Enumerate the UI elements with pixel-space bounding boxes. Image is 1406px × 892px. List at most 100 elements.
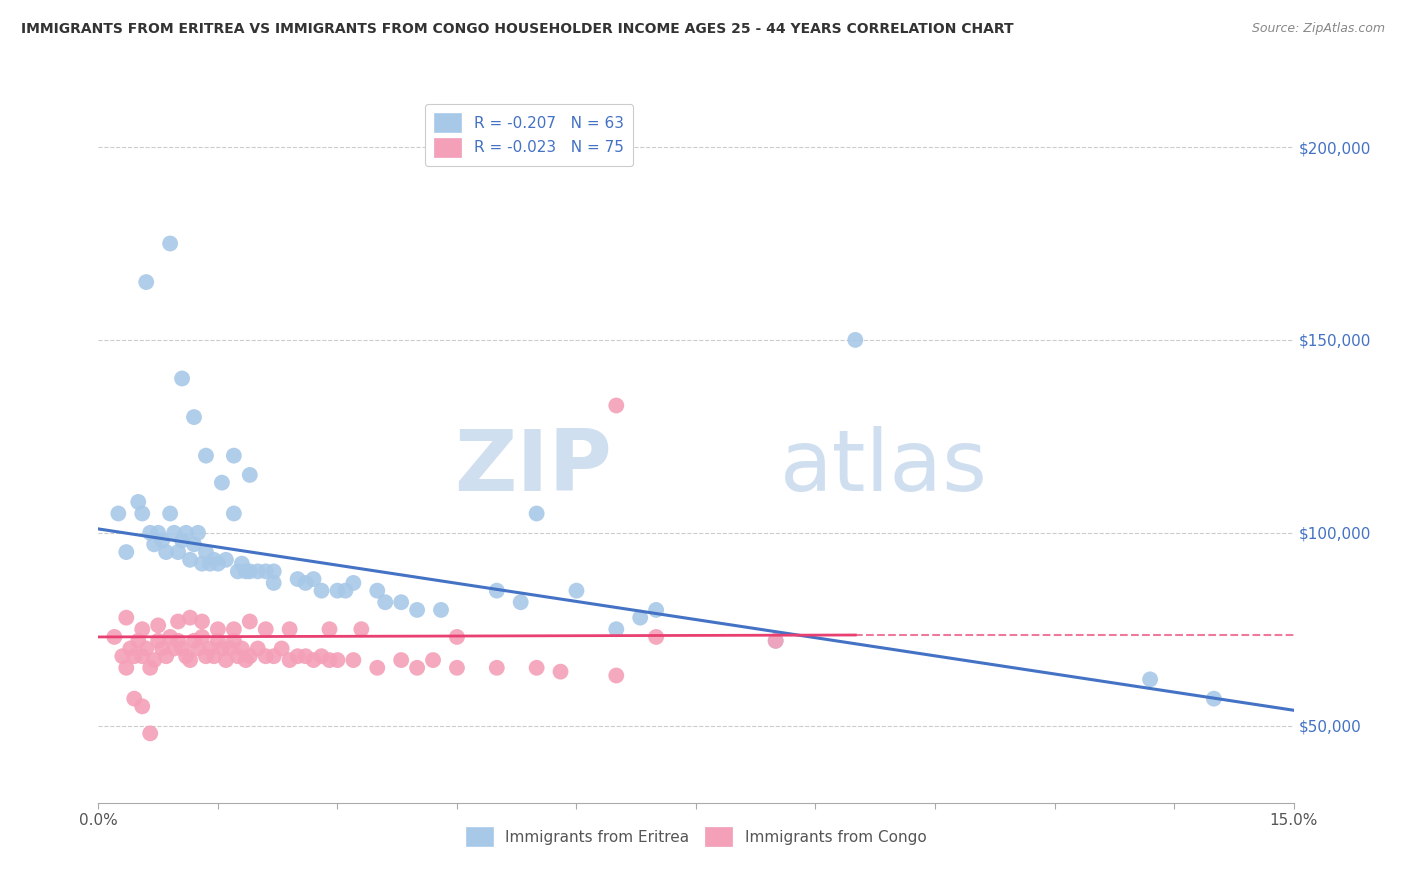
Point: [246, 641, 269, 656]
Point: [179, 653, 201, 667]
Point: [207, 633, 229, 648]
Point: [111, 649, 134, 664]
Point: [246, 565, 269, 579]
Point: [446, 661, 468, 675]
Point: [155, 545, 177, 559]
Point: [406, 603, 429, 617]
Point: [430, 603, 453, 617]
Point: [645, 603, 668, 617]
Point: [167, 633, 190, 648]
Legend: Immigrants from Eritrea, Immigrants from Congo: Immigrants from Eritrea, Immigrants from…: [460, 822, 932, 852]
Point: [844, 333, 866, 347]
Point: [350, 622, 373, 636]
Point: [174, 525, 197, 540]
Point: [263, 576, 285, 591]
Point: [311, 583, 333, 598]
Point: [645, 630, 668, 644]
Point: [231, 557, 253, 571]
Point: [326, 583, 349, 598]
Point: [207, 557, 229, 571]
Point: [263, 649, 285, 664]
Point: [191, 557, 214, 571]
Point: [215, 653, 238, 667]
Point: [155, 649, 177, 664]
Point: [302, 653, 325, 667]
Point: [294, 649, 316, 664]
Point: [202, 649, 225, 664]
Point: [239, 467, 262, 482]
Point: [765, 633, 787, 648]
Point: [565, 583, 588, 598]
Point: [294, 576, 316, 591]
Point: [485, 583, 508, 598]
Point: [163, 525, 186, 540]
Point: [550, 665, 572, 679]
Point: [605, 622, 627, 636]
Point: [187, 641, 209, 656]
Point: [239, 565, 262, 579]
Point: [342, 576, 364, 591]
Point: [143, 653, 166, 667]
Point: [131, 507, 153, 521]
Point: [139, 726, 162, 740]
Point: [235, 653, 257, 667]
Point: [239, 649, 262, 664]
Point: [270, 641, 292, 656]
Text: IMMIGRANTS FROM ERITREA VS IMMIGRANTS FROM CONGO HOUSEHOLDER INCOME AGES 25 - 44: IMMIGRANTS FROM ERITREA VS IMMIGRANTS FR…: [21, 22, 1014, 37]
Point: [131, 649, 153, 664]
Point: [485, 661, 508, 675]
Point: [239, 615, 262, 629]
Point: [124, 649, 146, 664]
Point: [231, 641, 253, 656]
Point: [174, 649, 197, 664]
Point: [254, 622, 277, 636]
Text: Source: ZipAtlas.com: Source: ZipAtlas.com: [1251, 22, 1385, 36]
Point: [198, 641, 221, 656]
Point: [318, 622, 340, 636]
Point: [148, 525, 170, 540]
Point: [318, 653, 340, 667]
Point: [287, 572, 309, 586]
Point: [148, 618, 170, 632]
Point: [222, 633, 245, 648]
Point: [278, 622, 301, 636]
Point: [127, 495, 149, 509]
Point: [302, 572, 325, 586]
Point: [159, 507, 181, 521]
Point: [150, 533, 173, 548]
Point: [187, 525, 209, 540]
Point: [235, 565, 257, 579]
Point: [127, 633, 149, 648]
Point: [765, 633, 787, 648]
Point: [222, 507, 245, 521]
Point: [135, 641, 157, 656]
Point: [509, 595, 531, 609]
Point: [183, 633, 205, 648]
Point: [446, 630, 468, 644]
Point: [131, 699, 153, 714]
Point: [172, 533, 194, 548]
Point: [219, 641, 242, 656]
Point: [366, 661, 388, 675]
Point: [215, 553, 238, 567]
Point: [143, 537, 166, 551]
Point: [422, 653, 444, 667]
Point: [605, 668, 627, 682]
Text: atlas: atlas: [779, 425, 987, 509]
Point: [628, 610, 651, 624]
Point: [254, 565, 277, 579]
Point: [366, 583, 388, 598]
Point: [198, 557, 221, 571]
Point: [172, 641, 194, 656]
Point: [254, 649, 277, 664]
Point: [107, 507, 129, 521]
Point: [115, 661, 138, 675]
Point: [526, 661, 548, 675]
Point: [1202, 691, 1225, 706]
Point: [311, 649, 333, 664]
Point: [183, 410, 205, 425]
Point: [278, 653, 301, 667]
Point: [195, 449, 218, 463]
Point: [526, 507, 548, 521]
Point: [163, 641, 186, 656]
